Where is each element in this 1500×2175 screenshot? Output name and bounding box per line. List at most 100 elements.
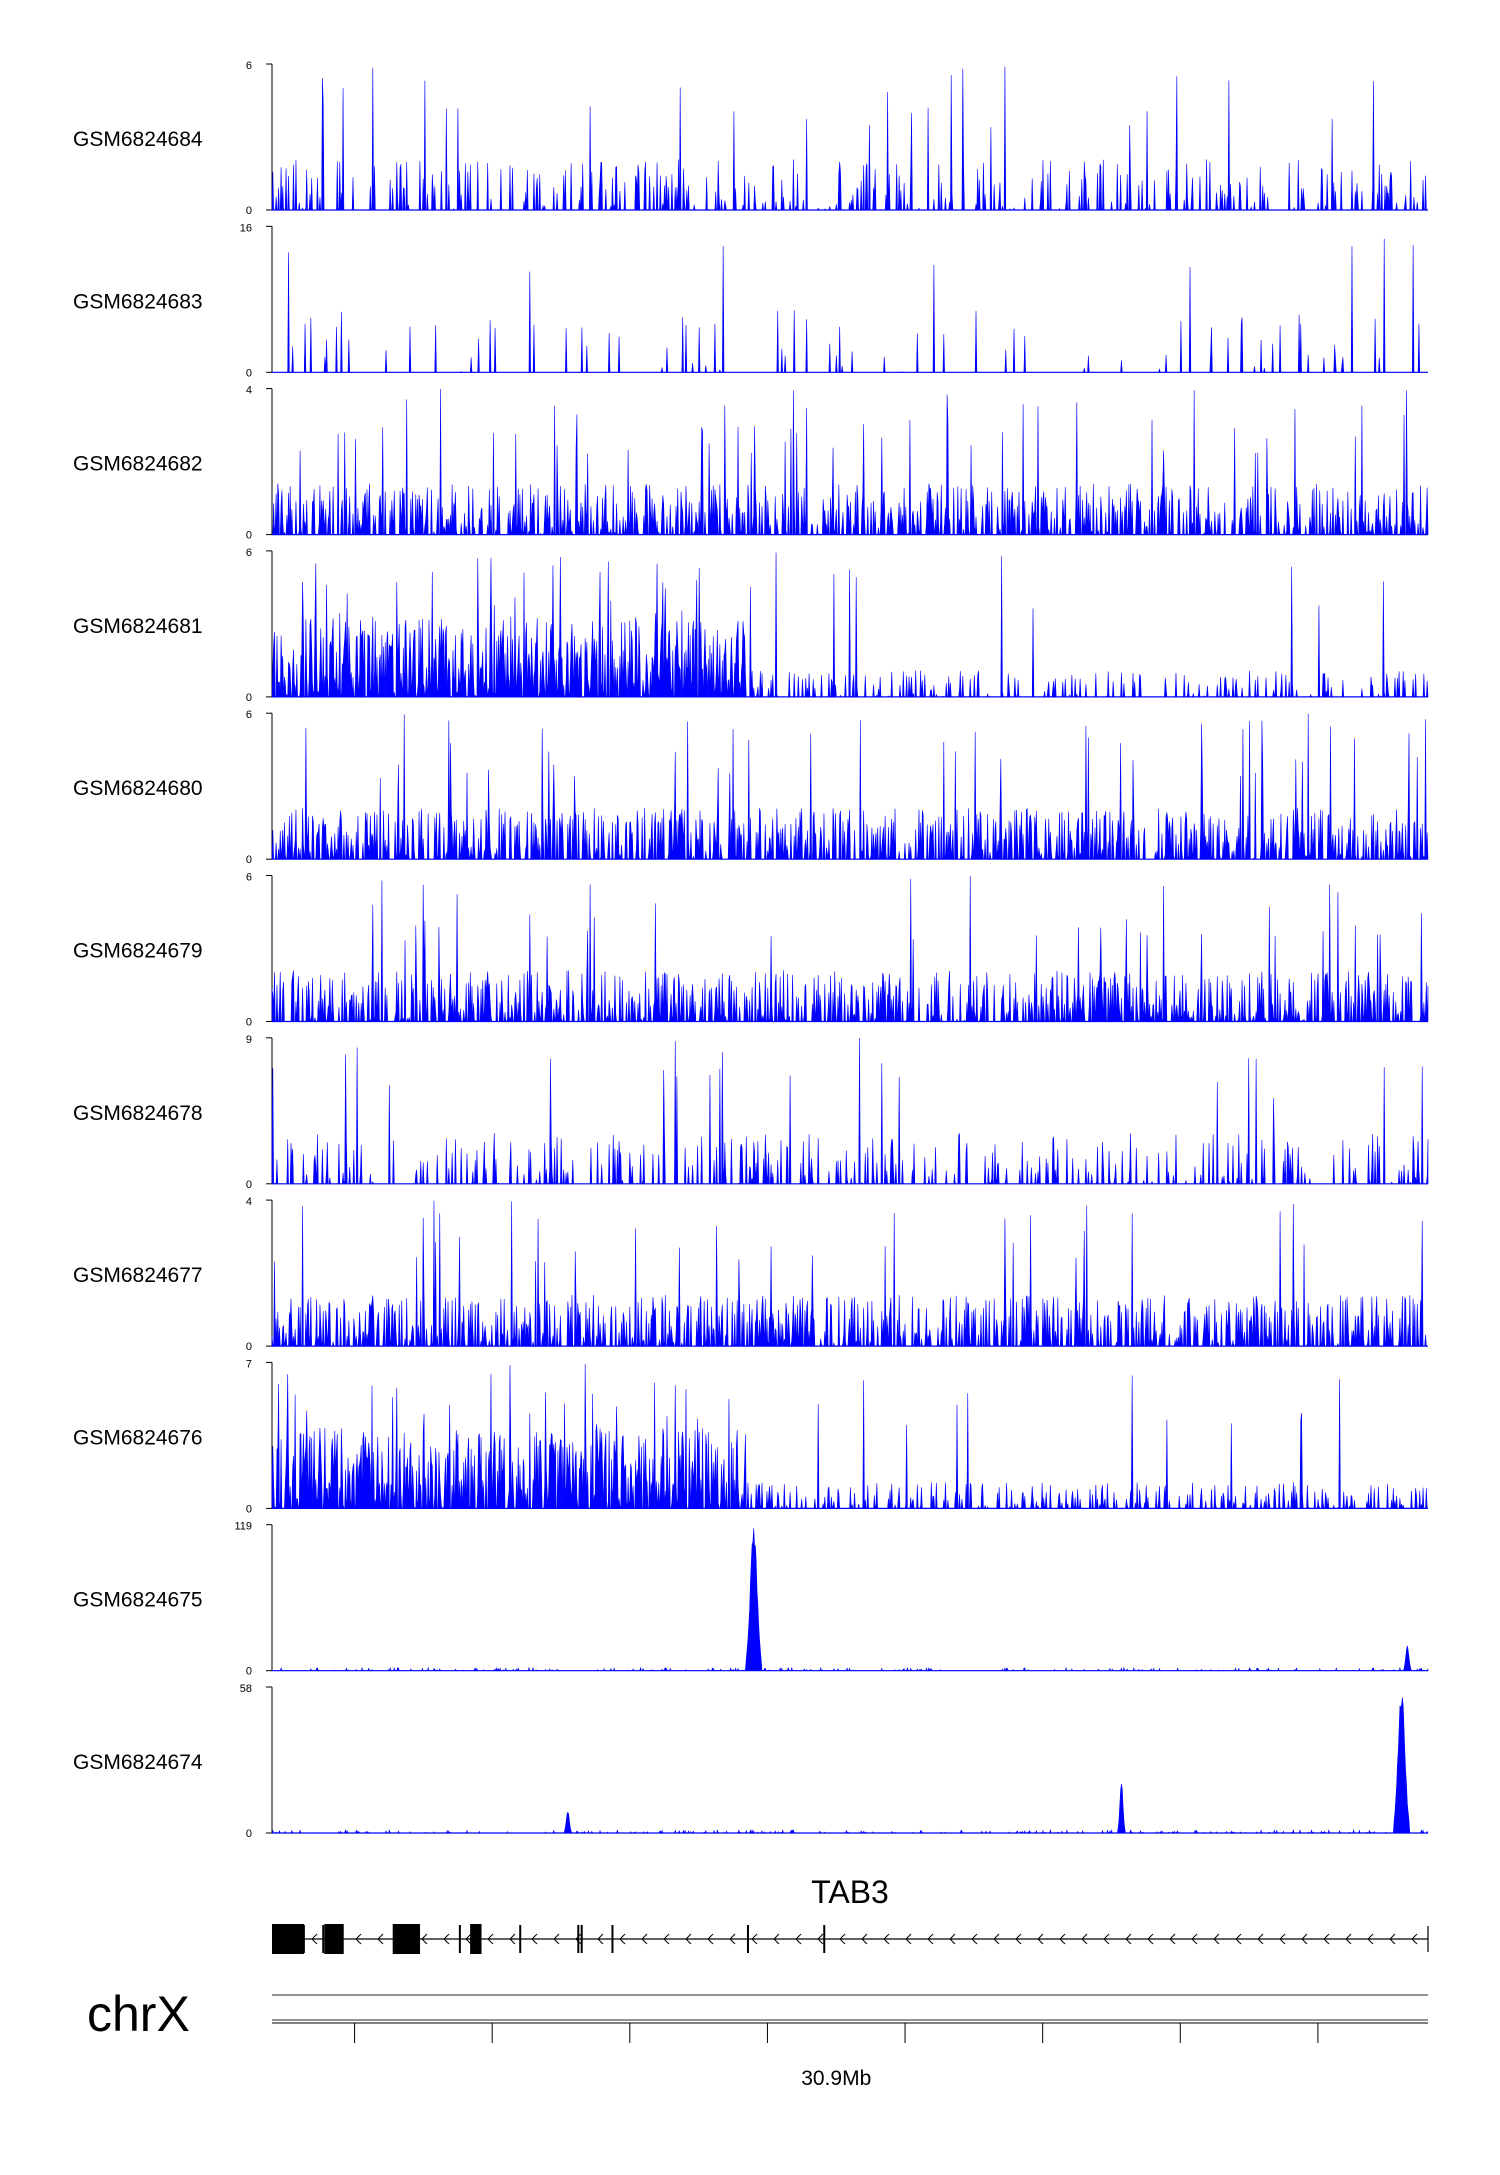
track-label: GSM6824674 [73,1751,203,1774]
gene-name: TAB3 [811,1874,889,1910]
strand-arrow-icon [1147,1933,1154,1945]
strand-arrow-icon [443,1933,450,1945]
chromosome-label: chrX [87,1986,190,2042]
strand-arrow-icon [1015,1933,1022,1945]
track-label: GSM6824684 [73,128,203,151]
track-ymin-label: 0 [246,530,252,542]
coverage-area [272,388,1429,536]
strand-arrow-icon [1257,1933,1264,1945]
track-GSM6824674: GSM6824674 58 0 [73,1683,1429,1840]
exon-block [470,1924,482,1954]
strand-arrow-icon [707,1933,714,1945]
strand-arrow-icon [883,1933,890,1945]
coverage-area [271,713,1429,861]
track-ymin-label: 0 [246,1666,252,1678]
track-GSM6824677: GSM6824677 4 0 [73,1196,1428,1353]
strand-arrow-icon [619,1933,626,1945]
strand-arrow-icon [1191,1933,1198,1945]
exon-block [392,1924,421,1954]
track-GSM6824682: GSM6824682 4 0 [73,385,1429,542]
track-ymax-label: 7 [246,1358,252,1370]
strand-arrow-icon [751,1933,758,1945]
strand-arrow-icon [575,1933,582,1945]
track-ymax-label: 6 [246,60,252,72]
strand-arrow-icon [597,1933,604,1945]
strand-arrow-icon [1345,1933,1352,1945]
coverage-area [271,552,1429,698]
track-ymax-label: 16 [240,222,252,234]
track-label: GSM6824683 [73,290,203,313]
strand-arrow-icon [817,1933,824,1945]
strand-arrow-icon [1081,1933,1088,1945]
strand-arrow-icon [993,1933,1000,1945]
strand-arrow-icon [1103,1933,1110,1945]
strand-arrow-icon [531,1933,538,1945]
track-label: GSM6824676 [73,1426,203,1449]
coverage-area [271,1363,1428,1510]
strand-arrow-icon [905,1933,912,1945]
track-GSM6824676: GSM6824676 7 0 [73,1358,1428,1515]
track-ymin-label: 0 [246,1828,252,1840]
track-ymin-label: 0 [246,1341,252,1353]
track-ymax-label: 4 [246,385,252,397]
track-ymax-label: 119 [234,1521,252,1533]
track-ymax-label: 6 [246,709,252,721]
coverage-area [271,1697,1429,1835]
track-GSM6824680: GSM6824680 6 0 [73,709,1429,866]
strand-arrow-icon [1169,1933,1176,1945]
exon-block [324,1924,344,1954]
strand-arrow-icon [553,1933,560,1945]
strand-arrow-icon [685,1933,692,1945]
axis-coordinate-label: 30.9Mb [801,2067,871,2090]
track-GSM6824683: GSM6824683 16 0 [73,222,1428,379]
track-label: GSM6824677 [73,1264,203,1287]
strand-arrow-icon [1279,1933,1286,1945]
coverage-area [271,1200,1428,1348]
coverage-tracks: GSM682468460GSM6824683160GSM682468240GSM… [73,60,1429,1840]
strand-arrow-icon [487,1933,494,1945]
strand-arrow-icon [949,1933,956,1945]
track-ymax-label: 58 [240,1683,252,1695]
track-GSM6824684: GSM6824684 6 0 [73,60,1428,217]
track-label: GSM6824682 [73,453,203,476]
strand-arrow-icon [1389,1933,1396,1945]
track-GSM6824679: GSM6824679 6 0 [73,872,1429,1029]
track-label: GSM6824675 [73,1589,203,1612]
strand-arrow-icon [729,1933,736,1945]
strand-arrow-icon [795,1933,802,1945]
coverage-area [271,1037,1429,1185]
track-ymin-label: 0 [246,367,252,379]
strand-arrow-icon [509,1933,516,1945]
track-ymax-label: 6 [246,547,252,559]
track-label: GSM6824680 [73,777,203,800]
strand-arrow-icon [927,1933,934,1945]
track-GSM6824675: GSM6824675 119 0 [73,1521,1429,1678]
strand-arrow-icon [861,1933,868,1945]
track-label: GSM6824681 [73,615,203,638]
strand-arrow-icon [377,1933,384,1945]
strand-arrow-icon [355,1933,362,1945]
track-ymin-label: 0 [246,1503,252,1515]
coverage-area [272,1528,1429,1672]
strand-arrow-icon [1301,1933,1308,1945]
coverage-area [271,66,1428,211]
strand-arrow-icon [1235,1933,1242,1945]
strand-arrow-icon [1059,1933,1066,1945]
gene-annotation-track: TAB3 [272,1874,1429,1954]
strand-arrow-icon [839,1933,846,1945]
track-label: GSM6824678 [73,1102,203,1125]
track-label: GSM6824679 [73,940,203,963]
track-ymin-label: 0 [246,1179,252,1191]
strand-arrow-icon [1213,1933,1220,1945]
strand-arrow-icon [1367,1933,1374,1945]
track-ymax-label: 9 [246,1034,252,1046]
strand-arrow-icon [1411,1933,1418,1945]
strand-arrow-icon [311,1933,318,1945]
coverage-area [272,238,1428,373]
coverage-area [271,875,1429,1023]
strand-arrow-icon [971,1933,978,1945]
track-ymin-label: 0 [246,205,252,217]
exon-block [272,1924,304,1954]
